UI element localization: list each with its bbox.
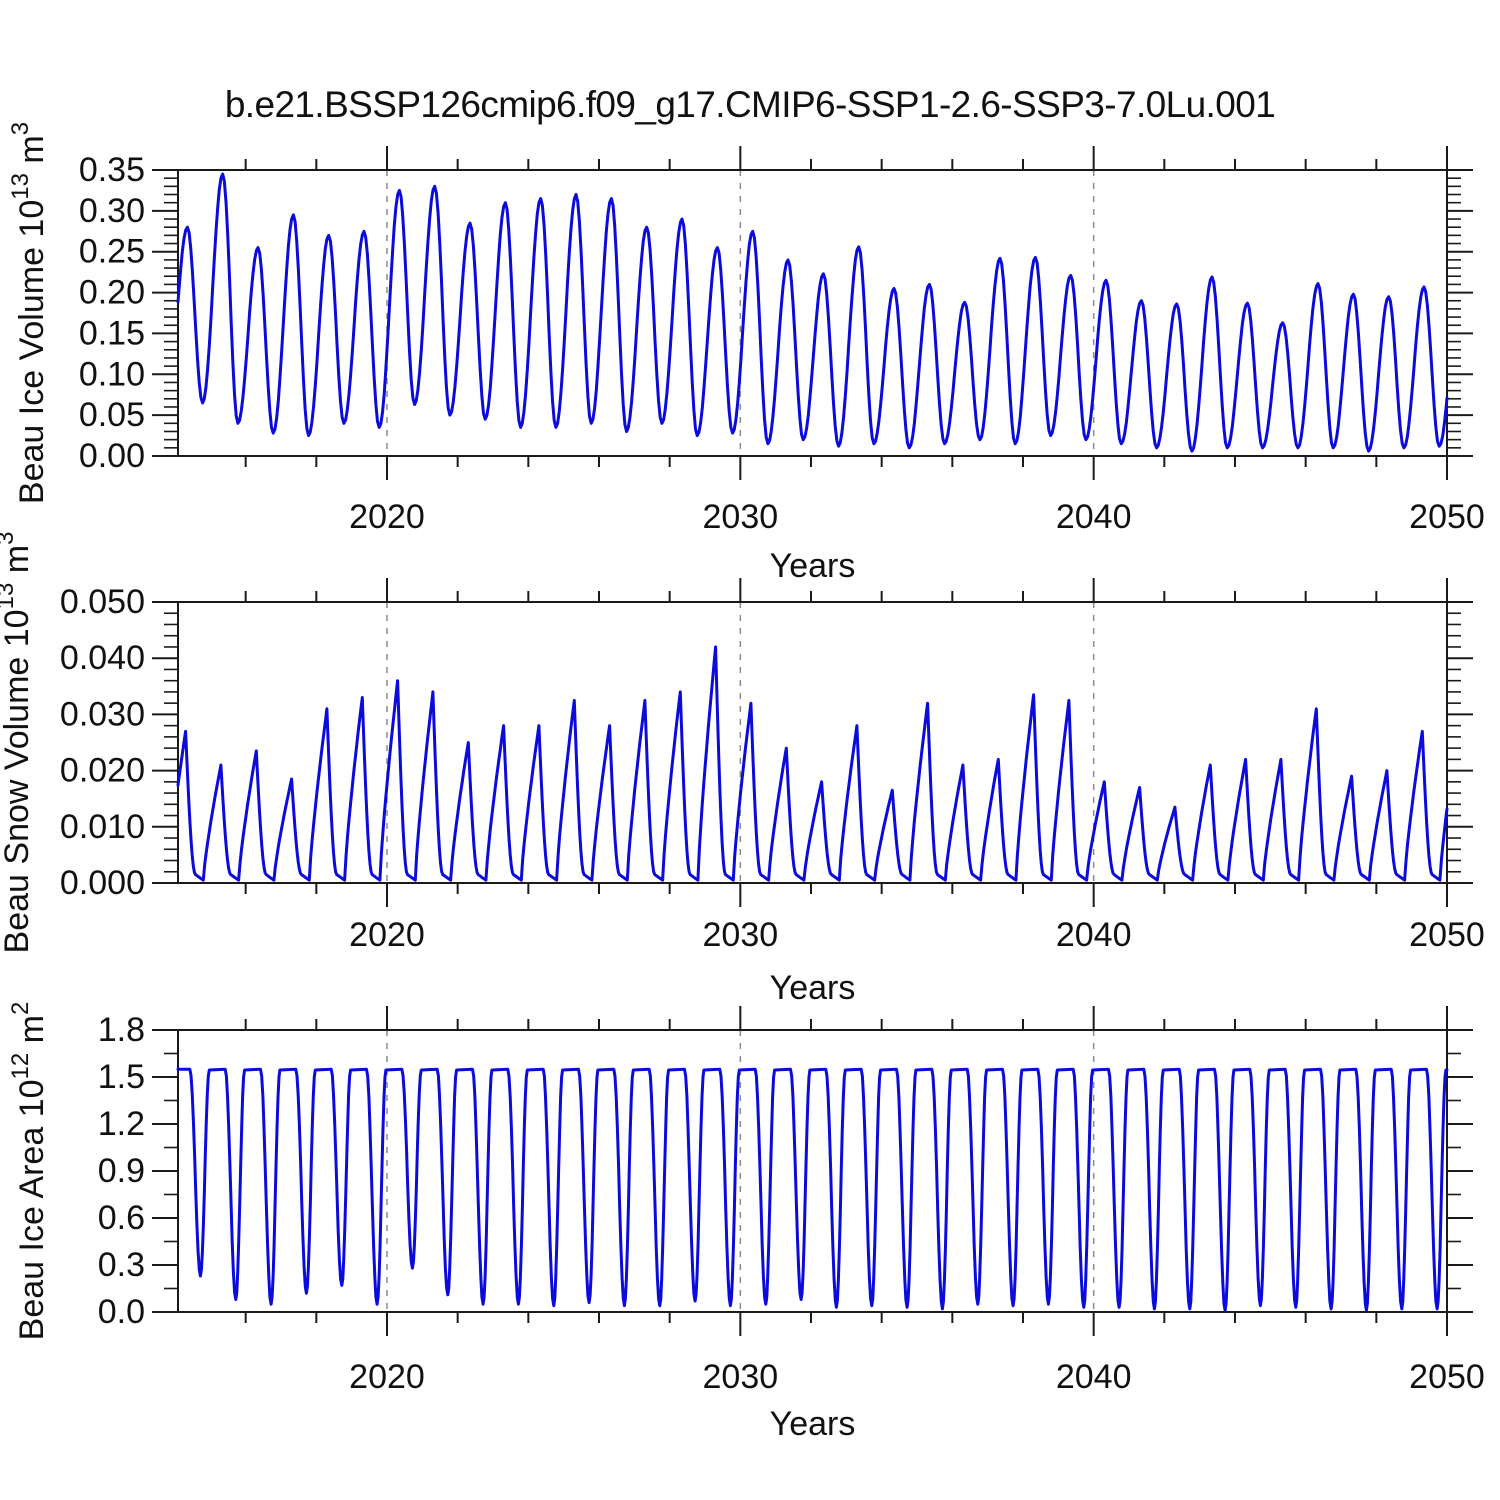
y-tick-label: 0.00 xyxy=(79,437,145,475)
y-tick-label: 0.3 xyxy=(98,1246,145,1284)
y-tick-label: 0.030 xyxy=(60,695,145,733)
y-axis-title-part: 13 xyxy=(0,583,19,610)
data-curve-beau-snow-volume xyxy=(176,645,1449,882)
y-tick-label: 1.8 xyxy=(98,1011,145,1049)
y-tick-label: 0.050 xyxy=(60,583,145,621)
y-axis-title-part: 3 xyxy=(0,532,19,545)
axis-box xyxy=(177,601,1448,884)
y-axis-title: Beau Ice Volume 1013 m3 xyxy=(7,122,52,504)
x-tick-label: 2020 xyxy=(349,916,425,954)
axis-box xyxy=(177,1029,1448,1313)
y-tick-label: 0.20 xyxy=(79,274,145,312)
y-axis-title-part: m xyxy=(0,545,36,583)
x-tick-label: 2050 xyxy=(1409,1358,1485,1396)
x-tick-label: 2030 xyxy=(703,1358,779,1396)
panel-beau-ice-volume: 2020 2030 2040 2050 0.000.050.100.150.200.25… xyxy=(7,122,1485,585)
y-tick-label: 0.0 xyxy=(98,1293,145,1331)
y-tick-label: 0.000 xyxy=(60,864,145,902)
chart-title: b.e21.BSSP126cmip6.f09_g17.CMIP6-SSP1-2.… xyxy=(224,84,1276,125)
x-axis-title: Years xyxy=(770,547,856,585)
y-tick-label: 0.10 xyxy=(79,355,145,393)
y-tick-label: 0.25 xyxy=(79,233,145,271)
y-tick-label: 1.5 xyxy=(98,1058,145,1096)
x-tick-label: 2050 xyxy=(1409,916,1485,954)
x-axis-title: Years xyxy=(770,969,856,1007)
data-curve-beau-ice-area xyxy=(176,1067,1449,1312)
y-tick-label: 0.020 xyxy=(60,752,145,790)
x-tick-label: 2040 xyxy=(1056,498,1132,536)
panel-beau-ice-area: 2020 2030 2040 2050 0.0 0.3 0.6 0.9 1.2 1.5 1.8 Yea… xyxy=(7,1002,1485,1443)
y-axis-title: Beau Snow Volume 1013 m3 xyxy=(0,532,36,954)
y-tick-label: 0.010 xyxy=(60,808,145,846)
x-tick-label: 2040 xyxy=(1056,916,1132,954)
y-tick-label: 0.6 xyxy=(98,1199,145,1237)
x-tick-label: 2050 xyxy=(1409,498,1485,536)
x-tick-label: 2030 xyxy=(703,498,779,536)
y-tick-label: 0.05 xyxy=(79,396,145,434)
data-curve-beau-ice-volume xyxy=(176,172,1449,453)
x-tick-label: 2020 xyxy=(349,498,425,536)
y-axis-title-part: 2 xyxy=(7,1002,34,1015)
y-axis-title-part: m xyxy=(13,1015,51,1053)
y-axis-title-part: Beau Snow Volume 10 xyxy=(0,609,36,953)
y-tick-label: 0.040 xyxy=(60,639,145,677)
x-tick-label: 2030 xyxy=(703,916,779,954)
x-axis-title: Years xyxy=(770,1405,856,1443)
y-axis-title-part: 12 xyxy=(7,1053,34,1080)
y-axis-title-part: m xyxy=(13,135,51,173)
x-tick-label: 2020 xyxy=(349,1358,425,1396)
panel-beau-snow-volume: 2020 2030 2040 2050 0.000 0.010 0.020 0.030 0.04… xyxy=(0,532,1485,1007)
axis-box xyxy=(177,169,1448,457)
y-axis-title-part: Beau Ice Area 10 xyxy=(13,1079,51,1340)
y-axis-title: Beau Ice Area 1012 m2 xyxy=(7,1002,52,1341)
x-tick-label: 2040 xyxy=(1056,1358,1132,1396)
y-axis-title-part: 3 xyxy=(7,122,34,135)
y-tick-label: 0.30 xyxy=(79,192,145,230)
y-axis-title-part: 13 xyxy=(7,173,34,200)
y-tick-label: 0.35 xyxy=(79,151,145,189)
y-tick-label: 0.9 xyxy=(98,1152,145,1190)
y-tick-label: 0.15 xyxy=(79,314,145,352)
y-tick-label: 1.2 xyxy=(98,1105,145,1143)
y-axis-title-part: Beau Ice Volume 10 xyxy=(13,200,51,504)
